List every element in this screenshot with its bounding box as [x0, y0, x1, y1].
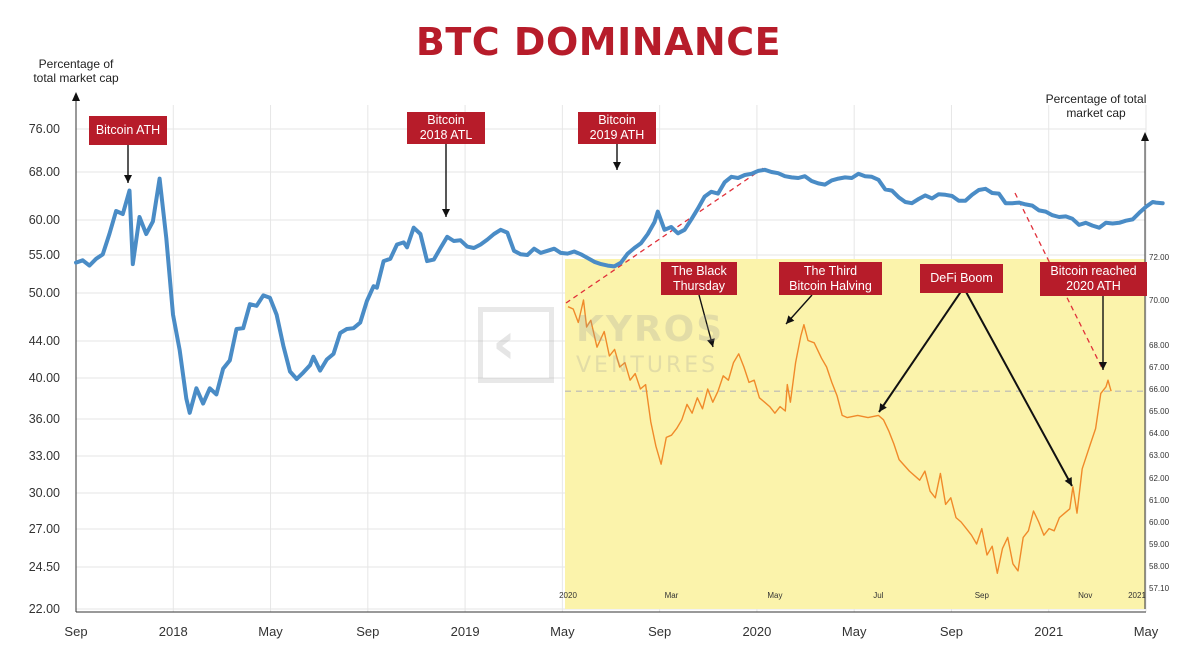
- inset-y-tick-label: 64.00: [1149, 429, 1170, 438]
- x-tick-label: Sep: [648, 624, 671, 639]
- x-tick-label: Sep: [940, 624, 963, 639]
- inset-x-tick-label: Nov: [1078, 591, 1092, 600]
- y-tick-label: 27.00: [29, 522, 60, 536]
- chart-title: BTC DOMINANCE: [415, 20, 782, 64]
- y-tick-label: 50.00: [29, 286, 60, 300]
- arrow-black-thursday-head: [707, 338, 715, 347]
- y-tick-label: 40.00: [29, 371, 60, 385]
- arrow-third-halving-head: [786, 315, 795, 324]
- inset-y-tick-label: 63.00: [1149, 451, 1170, 460]
- right-axis-arrow: [1141, 132, 1149, 141]
- x-tick-label: May: [550, 624, 575, 639]
- series-line-btc-dominance: [74, 167, 1165, 415]
- inset-x-tick-label: Mar: [665, 591, 679, 600]
- y-tick-label: 33.00: [29, 449, 60, 463]
- zoom-connector-right: [1014, 192, 1103, 369]
- inset-x-tick-label: 2020: [559, 591, 577, 600]
- inset-y-tick-label: 58.00: [1149, 562, 1170, 571]
- y-axis-arrow: [72, 92, 80, 101]
- inset-y-tick-label: 59.00: [1149, 540, 1170, 549]
- y-tick-label: 30.00: [29, 486, 60, 500]
- right-axis-title: Percentage of total market cap: [1045, 92, 1147, 120]
- series-line-2020-zoom: [567, 299, 1112, 574]
- y-tick-label: 22.00: [29, 602, 60, 616]
- arrow-2018-atl-head: [442, 209, 450, 217]
- callout-bitcoin-2020-ath: Bitcoin reached 2020 ATH: [1040, 262, 1147, 296]
- x-tick-label: May: [258, 624, 283, 639]
- inset-y-tick-label: 65.00: [1149, 407, 1170, 416]
- x-tick-label: 2018: [159, 624, 188, 639]
- x-tick-label: Sep: [356, 624, 379, 639]
- left-axis-title: Percentage of total market cap: [33, 57, 119, 85]
- inset-y-tick-label: 62.00: [1149, 474, 1170, 483]
- inset-y-tick-label: 61.00: [1149, 496, 1170, 505]
- callout-bitcoin-2018-atl: Bitcoin 2018 ATL: [407, 112, 485, 144]
- arrow-bitcoin-ath-head: [124, 175, 132, 183]
- y-tick-label: 44.00: [29, 334, 60, 348]
- arrow-defi-boom-right-head: [1064, 477, 1072, 486]
- arrow-defi-boom-left-head: [879, 403, 887, 412]
- y-tick-label: 55.00: [29, 248, 60, 262]
- inset-x-tick-label: Sep: [975, 591, 990, 600]
- inset-y-tick-label: 70.00: [1149, 296, 1170, 305]
- y-tick-label: 68.00: [29, 165, 60, 179]
- y-tick-label: 76.00: [29, 122, 60, 136]
- inset-y-tick-label: 68.00: [1149, 341, 1170, 350]
- x-tick-label: 2021: [1034, 624, 1063, 639]
- inset-y-tick-label: 57.10: [1149, 584, 1170, 593]
- inset-y-tick-label: 72.00: [1149, 253, 1170, 262]
- arrow-defi-boom-right: [964, 289, 1073, 487]
- y-tick-label: 36.00: [29, 412, 60, 426]
- zoom-connector-left: [565, 166, 766, 304]
- y-tick-label: 24.50: [29, 560, 60, 574]
- callout-third-halving: The Third Bitcoin Halving: [779, 262, 882, 295]
- inset-x-tick-label: May: [767, 591, 782, 600]
- x-tick-label: Sep: [64, 624, 87, 639]
- inset-y-tick-label: 67.00: [1149, 363, 1170, 372]
- y-tick-label: 60.00: [29, 213, 60, 227]
- arrow-2019-ath-head: [613, 162, 621, 170]
- inset-background: [565, 259, 1145, 609]
- callout-bitcoin-ath: Bitcoin ATH: [89, 116, 167, 145]
- callout-defi-boom: DeFi Boom: [920, 264, 1003, 293]
- inset-y-tick-label: 66.00: [1149, 385, 1170, 394]
- inset-y-tick-label: 60.00: [1149, 518, 1170, 527]
- x-tick-label: 2020: [742, 624, 771, 639]
- arrow-defi-boom-left: [878, 289, 963, 413]
- x-tick-label: 2019: [451, 624, 480, 639]
- arrow-black-thursday: [698, 294, 714, 348]
- arrow-2020-ath-head: [1099, 362, 1107, 370]
- x-tick-label: May: [1134, 624, 1159, 639]
- inset-x-tick-label: Jul: [873, 591, 883, 600]
- x-tick-label: May: [842, 624, 867, 639]
- callout-bitcoin-2019-ath: Bitcoin 2019 ATH: [578, 112, 656, 144]
- inset-x-tick-label: 2021: [1128, 591, 1146, 600]
- callout-black-thursday: The Black Thursday: [661, 262, 737, 295]
